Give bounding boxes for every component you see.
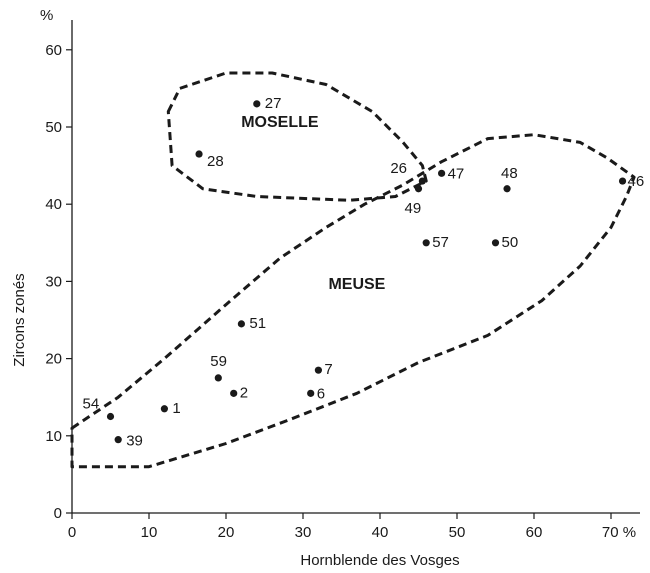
y-tick-label: 0 [54, 505, 62, 522]
y-tick-label: 10 [45, 428, 62, 445]
data-point-47 [438, 169, 446, 177]
y-tick-label: 40 [45, 196, 62, 213]
point-label-48: 48 [501, 165, 518, 182]
data-point-6 [307, 389, 315, 397]
x-tick-label: 50 [449, 524, 466, 541]
data-point-49 [414, 185, 423, 193]
x-tick-label: 20 [218, 524, 235, 541]
point-label-39: 39 [126, 433, 143, 450]
data-point-26 [418, 177, 426, 185]
point-label-49: 49 [405, 200, 422, 217]
data-point-46 [618, 177, 627, 185]
point-label-51: 51 [249, 315, 266, 332]
y-tick-label: 30 [45, 273, 62, 290]
group-outline-moselle [166, 71, 428, 202]
x-tick-label: 0 [68, 524, 76, 541]
y-tick-label: 60 [45, 42, 62, 59]
data-point-27 [253, 100, 261, 108]
data-point-50 [491, 239, 500, 247]
data-point-1 [160, 405, 168, 413]
data-point-7 [314, 366, 322, 374]
x-tick-label: 30 [295, 524, 312, 541]
point-label-47: 47 [448, 165, 465, 182]
point-label-54: 54 [83, 396, 100, 413]
point-label-46: 46 [628, 173, 645, 190]
y-unit-label: % [40, 7, 53, 24]
x-axis-title: Hornblende des Vosges [300, 552, 459, 569]
point-label-26: 26 [390, 160, 407, 177]
y-tick-label: 20 [45, 351, 62, 368]
group-label-meuse: MEUSE [328, 276, 385, 293]
point-label-57: 57 [432, 234, 449, 251]
group-label-moselle: MOSELLE [241, 114, 319, 131]
point-label-1: 1 [172, 400, 180, 417]
data-point-39 [114, 436, 122, 444]
x-tick-label: 10 [141, 524, 158, 541]
x-tick-label: 60 [526, 524, 543, 541]
y-tick-label: 50 [45, 119, 62, 136]
x-tick-label: 40 [372, 524, 389, 541]
group-outline-meuse [70, 133, 636, 469]
data-point-59 [214, 374, 222, 382]
data-point-28 [195, 150, 203, 158]
point-label-2: 2 [240, 384, 248, 401]
point-label-28: 28 [207, 153, 224, 170]
point-label-6: 6 [317, 385, 325, 402]
point-label-59: 59 [210, 353, 227, 370]
data-point-48 [503, 185, 511, 193]
data-point-54 [106, 412, 115, 421]
group-outlines: MOSELLE MEUSE [70, 71, 636, 469]
y-axis-title: Zircons zonés [11, 273, 28, 366]
ticks: 0 10 20 30 40 50 60 70 % 0 10 20 30 40 50 60 [45, 42, 636, 541]
point-label-7: 7 [324, 361, 332, 378]
point-label-50: 50 [502, 234, 519, 251]
data-point-57 [422, 239, 430, 247]
x-tick-label: 70 % [602, 524, 636, 541]
point-label-27: 27 [265, 95, 282, 112]
data-point-2 [230, 389, 238, 397]
axes [71, 20, 640, 514]
data-point-51 [237, 320, 245, 328]
